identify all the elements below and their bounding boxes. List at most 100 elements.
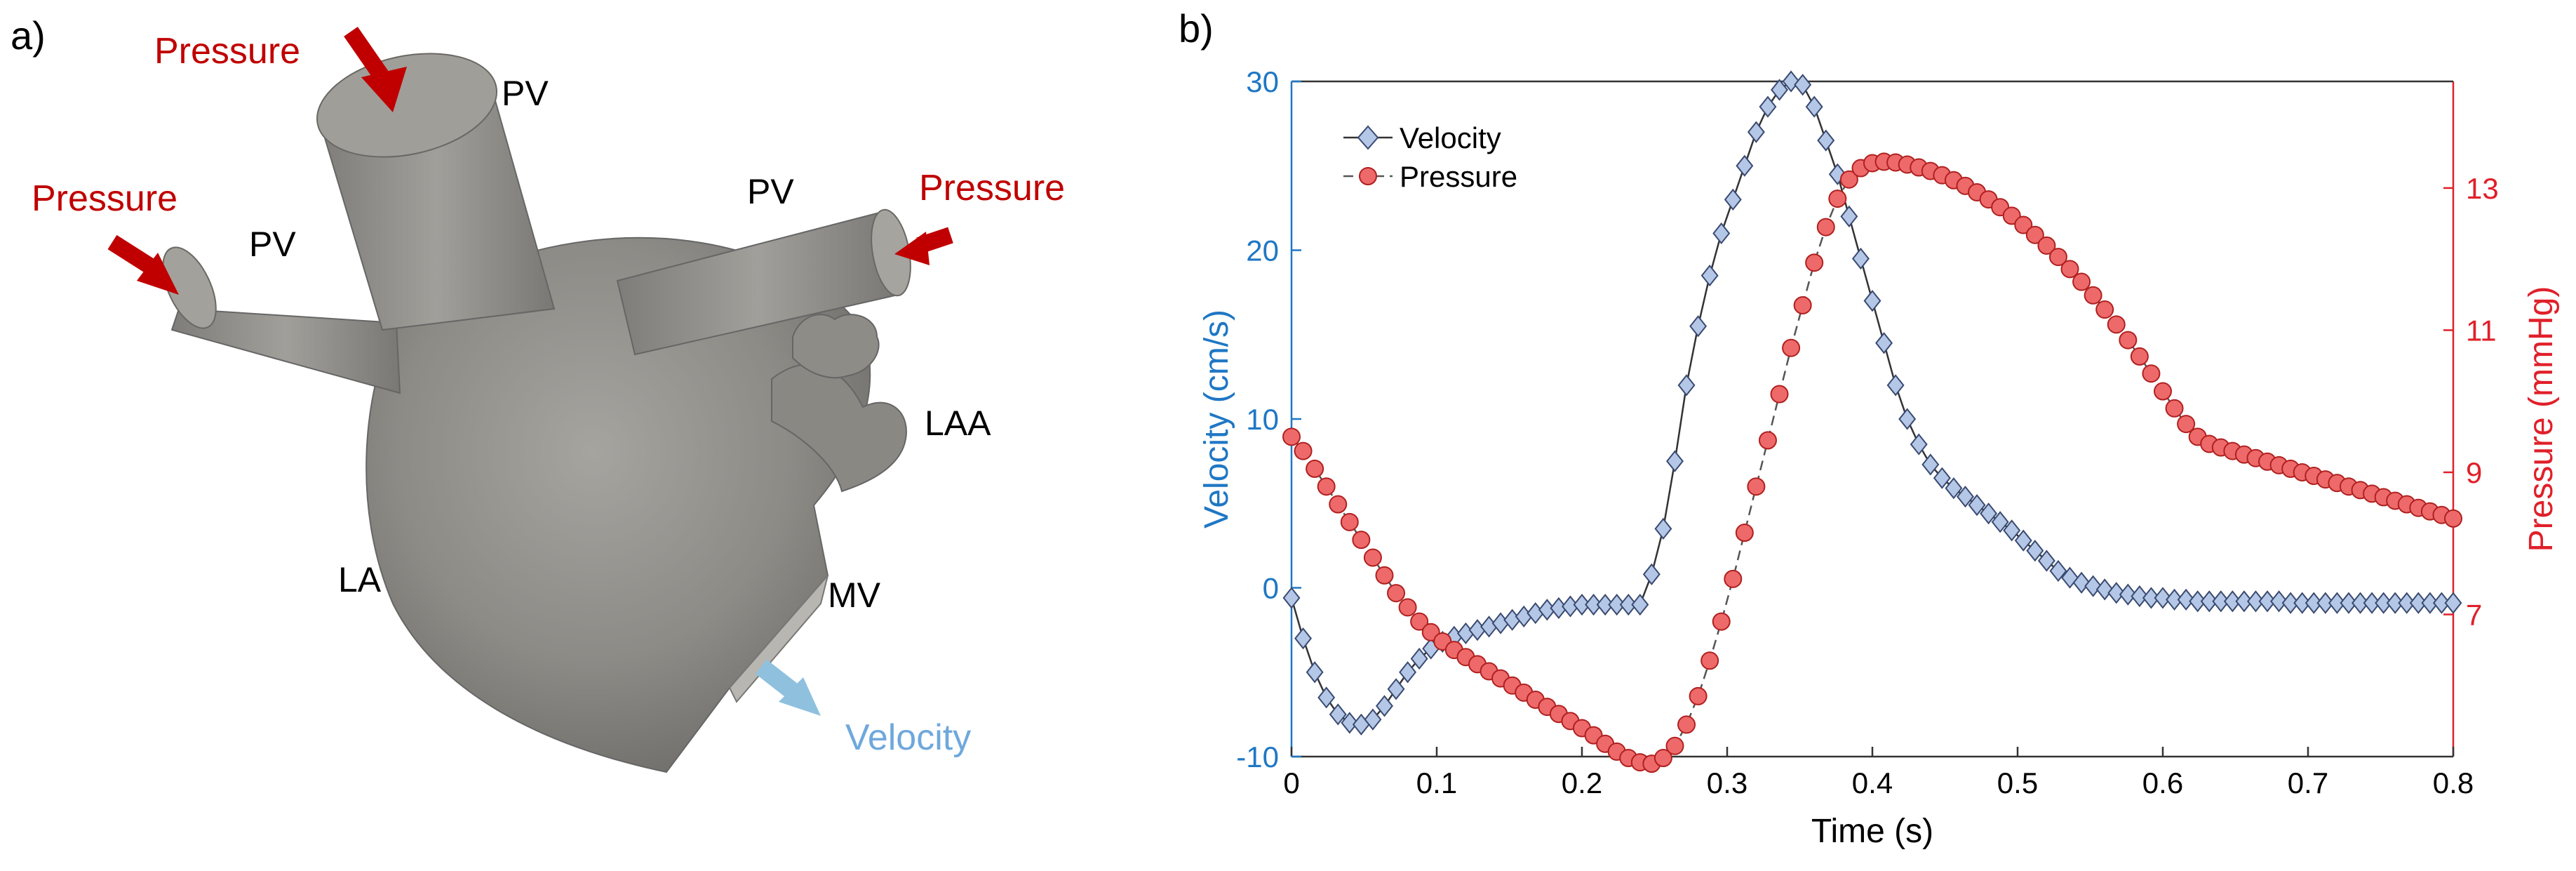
- y-right-tick-label: 11: [2466, 314, 2497, 347]
- x-tick-label: 0.6: [2142, 766, 2183, 799]
- pressure-point: [2177, 415, 2196, 434]
- velocity-point: [2200, 590, 2218, 613]
- velocity-point: [1654, 517, 1672, 540]
- velocity-point: [2421, 592, 2439, 614]
- pressure-point: [2060, 260, 2079, 279]
- pressure-arrow-left: [107, 234, 179, 295]
- velocity-arrow: [756, 659, 821, 716]
- x-tick-label: 0.5: [1997, 766, 2038, 799]
- velocity-point: [1968, 494, 1986, 517]
- velocity-point: [1317, 686, 1336, 709]
- velocity-point: [1364, 708, 1382, 731]
- velocity-point: [1712, 222, 1731, 245]
- velocity-point: [1491, 612, 1510, 634]
- velocity-point: [2409, 592, 2427, 614]
- velocity-point: [1631, 593, 1649, 616]
- velocity-point: [1456, 622, 1475, 645]
- pv-left-opening: [162, 246, 217, 329]
- velocity-point: [1863, 290, 1881, 312]
- velocity-point: [2398, 592, 2416, 614]
- pressure-point: [1689, 686, 1708, 705]
- pressure-point: [1294, 441, 1313, 460]
- velocity-point: [1840, 205, 1858, 228]
- velocity-point: [2223, 590, 2241, 613]
- velocity-point: [1921, 453, 1940, 476]
- pressure-point: [1665, 736, 1684, 755]
- x-tick-label: 0: [1283, 766, 1299, 799]
- pressure-point: [1816, 218, 1835, 237]
- velocity-point: [1677, 374, 1696, 397]
- x-tick-label: 0.1: [1416, 766, 1457, 799]
- velocity-point: [1759, 95, 1777, 118]
- velocity-point: [2166, 588, 2184, 611]
- velocity-point: [1771, 79, 1789, 101]
- velocity-point: [2014, 529, 2032, 552]
- x-axis-label: Time (s): [1811, 813, 1933, 850]
- velocity-point: [1329, 703, 1347, 726]
- label-pressure-left: Pressure: [32, 178, 177, 219]
- velocity-point: [1991, 511, 2009, 533]
- pressure-point: [1340, 512, 1359, 531]
- pressure-point: [1329, 495, 1348, 514]
- velocity-point: [1306, 661, 1324, 684]
- pressure-point: [1387, 584, 1406, 603]
- x-tick-label: 0.8: [2433, 766, 2474, 799]
- velocity-point: [1817, 129, 1835, 152]
- y-right-tick-label: 13: [2466, 172, 2499, 205]
- pressure-point: [2095, 300, 2114, 319]
- velocity-point: [2142, 587, 2160, 609]
- y-left-tick-label: 30: [1246, 65, 1279, 98]
- legend-velocity-label: Velocity: [1400, 121, 1501, 154]
- pressure-point: [2037, 236, 2056, 255]
- pressure-point: [2165, 399, 2184, 418]
- velocity-point: [1689, 315, 1708, 338]
- pressure-arrow-top: [344, 27, 407, 112]
- velocity-point: [1665, 450, 1684, 472]
- velocity-point: [1608, 593, 1626, 616]
- y-right-tick-label: 9: [2466, 456, 2482, 489]
- velocity-point: [1596, 593, 1614, 616]
- pressure-point: [2444, 509, 2462, 528]
- velocity-point: [1700, 264, 1719, 287]
- pressure-point: [2084, 286, 2102, 305]
- velocity-point: [2107, 582, 2126, 604]
- pressure-point: [1793, 295, 1812, 314]
- velocity-point: [2246, 590, 2265, 613]
- label-pv-right: PV: [747, 172, 794, 211]
- velocity-point: [2119, 583, 2137, 606]
- velocity-point: [2386, 592, 2404, 614]
- pressure-point: [1735, 524, 1754, 543]
- pressure-point: [2025, 225, 2044, 244]
- velocity-point: [1294, 627, 1313, 650]
- pressure-point: [2130, 347, 2149, 366]
- pressure-point: [1747, 477, 1766, 496]
- pressure-point: [1805, 253, 1824, 272]
- pressure-point: [2072, 272, 2091, 291]
- mitral-valve-face: [728, 575, 829, 703]
- pressure-point: [1410, 612, 1429, 631]
- velocity-point: [2293, 592, 2312, 614]
- appendage-lobes: [792, 314, 880, 379]
- velocity-point: [1886, 374, 1905, 397]
- velocity-point: [1480, 616, 1498, 638]
- label-pressure-top: Pressure: [154, 31, 300, 72]
- pressure-point: [2142, 364, 2161, 383]
- panel-b: b) 0 0.1 0.2 0.3 0.4 0.5 0.6 0.7 0.8 -100102030 …: [1179, 6, 2560, 850]
- x-tick-label: 0.4: [1852, 766, 1893, 799]
- pressure-point: [2107, 315, 2126, 334]
- velocity-point: [1585, 593, 1603, 616]
- velocity-point: [1619, 593, 1637, 616]
- velocity-point: [2432, 592, 2450, 614]
- y-left-tick-label: 20: [1246, 234, 1279, 267]
- pressure-point: [2014, 215, 2033, 234]
- y-ticks-right: 7 9 11 13: [2443, 172, 2499, 631]
- y-axis-label-left: Velocity (cm/s): [1198, 310, 1235, 528]
- velocity-point: [2352, 592, 2370, 614]
- pressure-point: [1782, 338, 1801, 357]
- pressure-arrow-right: [894, 227, 953, 265]
- velocity-point: [2003, 519, 2021, 542]
- velocity-point: [1980, 503, 1998, 525]
- x-tick-label: 0.2: [1562, 766, 1602, 799]
- y-right-tick-label: 7: [2466, 598, 2482, 631]
